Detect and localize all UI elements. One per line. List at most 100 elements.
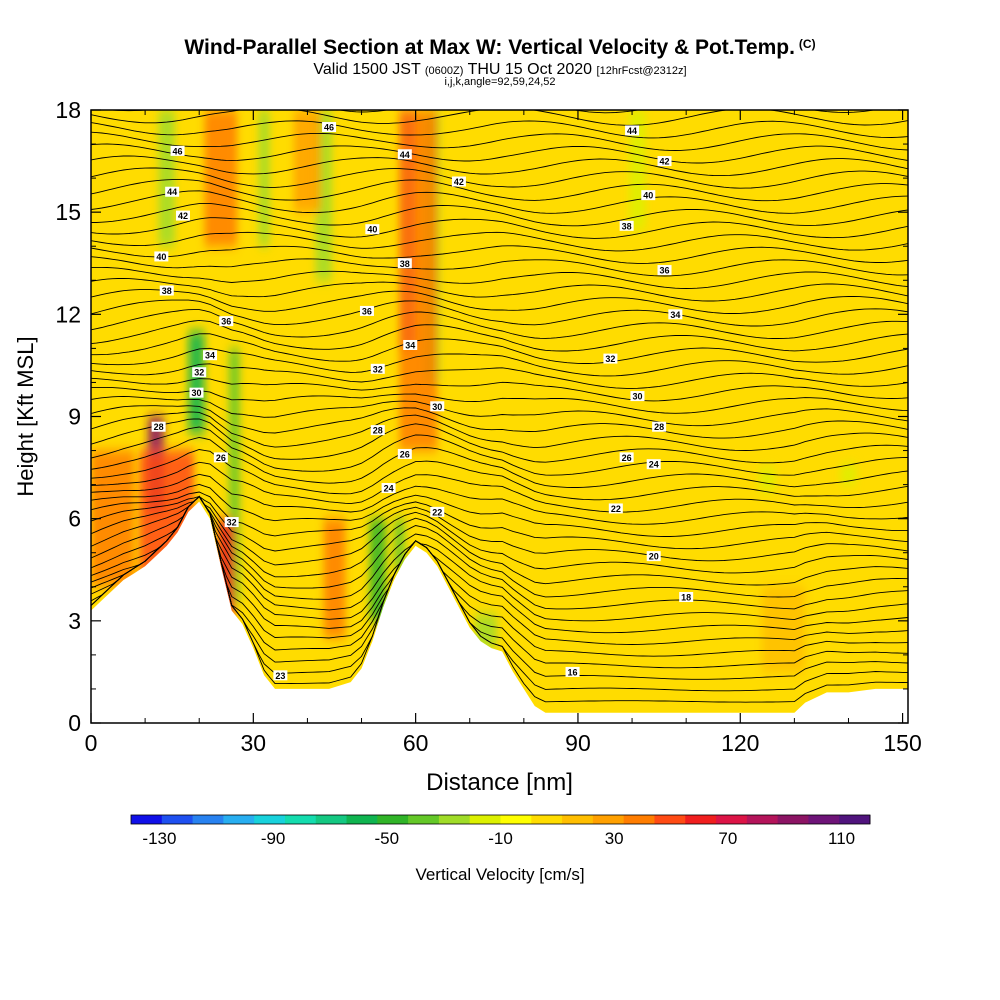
x-tick-label: 30 — [241, 730, 267, 756]
colorbar-swatch — [223, 815, 255, 824]
y-tick-label: 15 — [55, 199, 81, 225]
y-axis-label: Height [Kft MSL] — [13, 336, 38, 496]
contour-label: 26 — [397, 448, 412, 459]
contour-label-text: 22 — [611, 504, 621, 514]
isentrope-line — [91, 473, 908, 525]
colorbar-swatch — [716, 815, 748, 824]
colorbar-tick-label: 30 — [605, 829, 624, 848]
colorbar-swatch — [438, 815, 471, 824]
contour-label-text: 18 — [681, 592, 691, 602]
colorbar-swatch — [562, 815, 594, 824]
colorbar-swatch — [777, 815, 809, 824]
contour-label-text: 38 — [622, 221, 632, 231]
contour-label: 18 — [679, 591, 694, 602]
forecast-info: [12hrFcst@2312z] — [596, 65, 687, 77]
colorbar-swatch — [531, 815, 563, 824]
contour-label-bg — [603, 353, 618, 364]
colorbar-swatch — [254, 815, 286, 824]
contour-label-bg — [451, 176, 466, 187]
x-axis-label: Distance [nm] — [426, 769, 573, 796]
contour-label-text: 32 — [194, 368, 204, 378]
isentrope-line — [91, 495, 908, 669]
isentrope-line — [91, 491, 908, 550]
contour-label-text: 34 — [670, 310, 680, 320]
contour-label-bg — [668, 309, 683, 320]
isentrope-line — [91, 333, 908, 364]
isentrope-line — [91, 411, 908, 451]
contour-label: 36 — [657, 265, 672, 276]
isentrope-line — [91, 167, 908, 189]
isentrope-line — [91, 495, 908, 645]
contour-label: 24 — [646, 459, 661, 470]
contour-label: 30 — [630, 391, 645, 402]
contour-label-bg — [189, 387, 204, 398]
downdraft-band — [228, 348, 240, 604]
isentrope-line — [91, 277, 908, 302]
colorbar-swatch — [685, 815, 717, 824]
isentrope-line — [91, 82, 908, 101]
x-tick-label: 0 — [85, 730, 98, 756]
isentrope-line — [91, 495, 908, 574]
isentrope-line — [91, 299, 908, 327]
contour-label: 34 — [403, 339, 418, 350]
isentrope-line — [91, 120, 908, 139]
contour-label-bg — [192, 367, 207, 378]
contour-label-text: 46 — [173, 146, 183, 156]
contour-label-bg — [365, 224, 380, 235]
contour-label-text: 28 — [154, 422, 164, 432]
colorbar-swatch — [746, 815, 779, 824]
x-tick-label: 120 — [721, 730, 759, 756]
contour-label-bg — [397, 258, 412, 269]
isentrope-line — [91, 449, 908, 501]
isentrope-line — [91, 363, 908, 389]
isentrope-line — [91, 155, 908, 177]
isentrope-line — [91, 461, 908, 513]
valid-date: THU 15 Oct 2020 — [467, 61, 593, 78]
contour-label-text: 32 — [227, 518, 237, 528]
contour-label: 38 — [619, 220, 634, 231]
contour-label-bg — [608, 503, 623, 514]
contour-label-text: 34 — [205, 351, 215, 361]
contour-label-text: 46 — [324, 123, 334, 133]
contour-label-bg — [219, 316, 234, 327]
contour-label: 44 — [165, 186, 180, 197]
copyright-mark: (C) — [798, 37, 816, 51]
contour-label-text: 40 — [643, 191, 653, 201]
contour-label-bg — [646, 551, 661, 562]
updraft-band — [761, 586, 806, 672]
contour-label-bg — [322, 122, 337, 133]
section-indices: i,j,k,angle=92,59,24,52 — [444, 76, 556, 88]
contour-label: 20 — [646, 551, 661, 562]
contour-label: 26 — [619, 452, 634, 463]
updraft-band — [323, 518, 346, 638]
contour-label-bg — [657, 156, 672, 167]
contour-label-text: 36 — [221, 317, 231, 327]
colorbar-swatch — [808, 815, 840, 824]
downdraft-band — [258, 110, 270, 247]
contour-label-bg — [170, 145, 185, 156]
contour-label: 44 — [625, 125, 640, 136]
contour-label-text: 38 — [400, 259, 410, 269]
contour-label-bg — [641, 190, 656, 201]
terrain-shape — [91, 501, 908, 723]
colorbar-swatch — [346, 815, 378, 824]
contour-label: 42 — [657, 156, 672, 167]
contour-label-text: 42 — [660, 157, 670, 167]
contour-label-text: 22 — [432, 507, 442, 517]
isentrope-line — [91, 386, 908, 414]
contour-label-text: 40 — [367, 225, 377, 235]
colorbar-swatch — [161, 815, 194, 824]
contour-labels: 4644424038363432302826322346444240383634… — [151, 122, 694, 681]
chart-title: Wind-Parallel Section at Max W: Vertical… — [0, 36, 1000, 60]
contour-label: 26 — [213, 452, 228, 463]
colorbar-tick-label: -130 — [142, 829, 176, 848]
contour-label: 40 — [154, 251, 169, 262]
isentrope-line — [91, 131, 908, 151]
isentrope-line — [91, 418, 908, 464]
contour-label-text: 42 — [454, 177, 464, 187]
contour-label: 46 — [322, 122, 337, 133]
contour-label-bg — [381, 483, 396, 494]
contour-label-text: 34 — [405, 340, 415, 350]
y-tick-label: 6 — [68, 506, 81, 532]
